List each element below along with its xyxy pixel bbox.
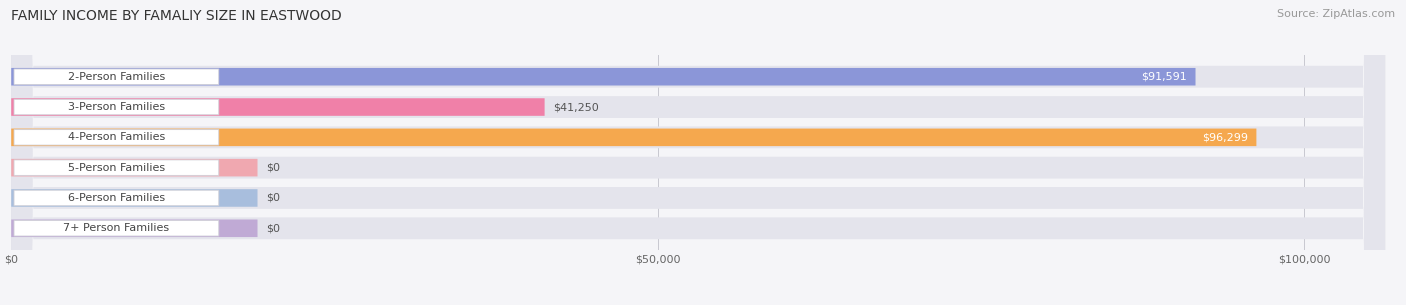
FancyBboxPatch shape xyxy=(14,99,219,115)
Text: 4-Person Families: 4-Person Families xyxy=(67,132,165,142)
FancyBboxPatch shape xyxy=(11,0,1385,305)
FancyBboxPatch shape xyxy=(14,190,219,206)
FancyBboxPatch shape xyxy=(11,220,257,237)
Text: 3-Person Families: 3-Person Families xyxy=(67,102,165,112)
FancyBboxPatch shape xyxy=(11,0,1385,305)
FancyBboxPatch shape xyxy=(14,69,219,84)
Text: 2-Person Families: 2-Person Families xyxy=(67,72,165,82)
FancyBboxPatch shape xyxy=(11,159,257,177)
Text: $91,591: $91,591 xyxy=(1142,72,1187,82)
Text: 5-Person Families: 5-Person Families xyxy=(67,163,165,173)
FancyBboxPatch shape xyxy=(11,128,1257,146)
FancyBboxPatch shape xyxy=(11,0,1385,305)
Text: FAMILY INCOME BY FAMALIY SIZE IN EASTWOOD: FAMILY INCOME BY FAMALIY SIZE IN EASTWOO… xyxy=(11,9,342,23)
Text: $96,299: $96,299 xyxy=(1202,132,1249,142)
FancyBboxPatch shape xyxy=(11,0,1385,305)
FancyBboxPatch shape xyxy=(11,98,544,116)
Text: Source: ZipAtlas.com: Source: ZipAtlas.com xyxy=(1277,9,1395,19)
FancyBboxPatch shape xyxy=(11,0,1385,305)
Text: 6-Person Families: 6-Person Families xyxy=(67,193,165,203)
Text: $0: $0 xyxy=(266,163,280,173)
Text: 7+ Person Families: 7+ Person Families xyxy=(63,223,170,233)
FancyBboxPatch shape xyxy=(14,130,219,145)
Text: $41,250: $41,250 xyxy=(553,102,599,112)
Text: $0: $0 xyxy=(266,223,280,233)
Text: $0: $0 xyxy=(266,193,280,203)
FancyBboxPatch shape xyxy=(14,160,219,175)
FancyBboxPatch shape xyxy=(11,68,1195,85)
FancyBboxPatch shape xyxy=(11,189,257,207)
FancyBboxPatch shape xyxy=(11,0,1385,305)
FancyBboxPatch shape xyxy=(14,221,219,236)
